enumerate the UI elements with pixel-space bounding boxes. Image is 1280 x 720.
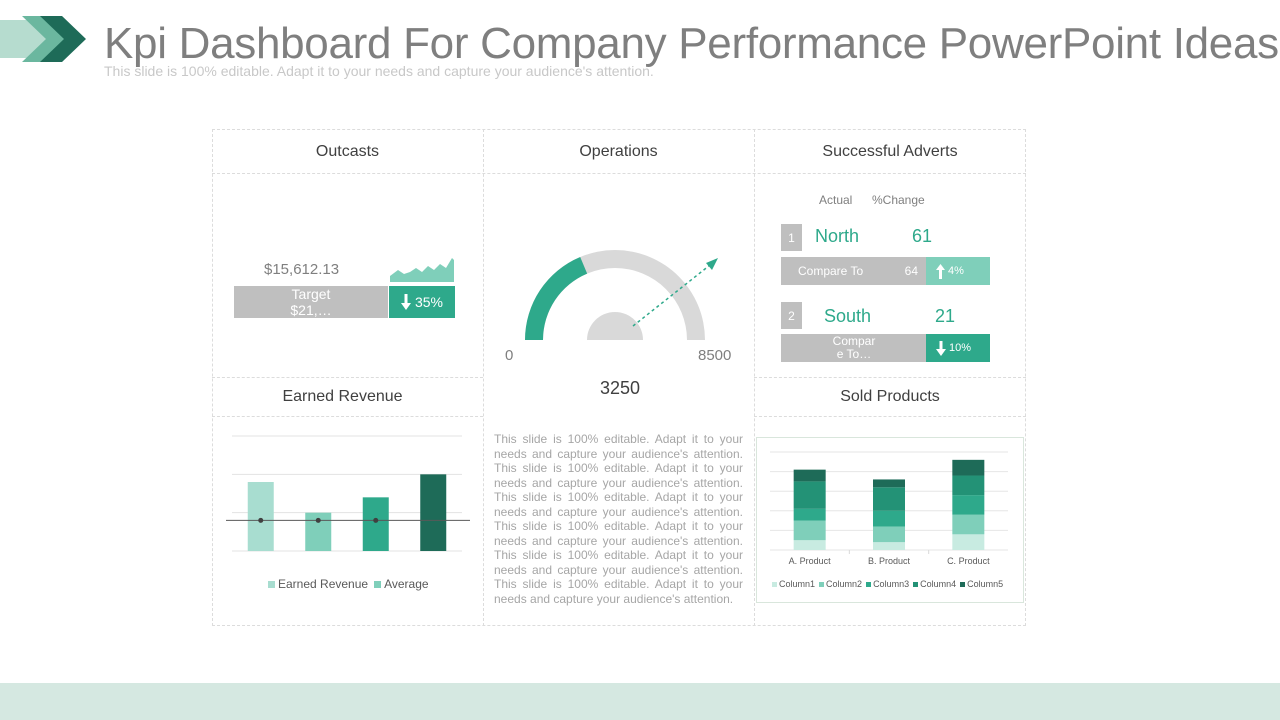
revenue-bar — [247, 482, 274, 551]
adverts-actual: 21 — [935, 306, 956, 326]
footer-band — [0, 683, 1280, 720]
divider — [483, 129, 484, 626]
stacked-bar-segment — [873, 510, 905, 527]
adverts-region: South — [824, 306, 872, 326]
divider — [754, 416, 1026, 417]
sold-products-title: Sold Products — [840, 388, 940, 405]
outcasts-change-badge: 35% — [389, 286, 455, 318]
adverts-change-value: 10% — [949, 342, 972, 354]
stacked-bar-segment — [873, 479, 905, 488]
adverts-change-header: %Change — [872, 193, 925, 207]
operations-title: Operations — [579, 143, 658, 160]
stacked-bar-segment — [793, 481, 826, 509]
outcasts-amount: $15,612.13 — [264, 261, 340, 278]
page-title: Kpi Dashboard For Company Performance Po… — [104, 19, 1279, 68]
adverts-compare-label: Compare To — [798, 264, 864, 278]
average-point — [373, 517, 379, 523]
earned-revenue-chart — [226, 435, 470, 552]
adverts-title: Successful Adverts — [822, 143, 958, 160]
legend-item: Average — [374, 577, 429, 591]
stacked-bar-segment — [793, 508, 826, 521]
stacked-bar-segment — [793, 540, 826, 550]
divider — [212, 416, 483, 417]
stacked-bar-segment — [952, 534, 985, 550]
chevron-logo-icon — [0, 16, 86, 62]
area-sparkline-icon — [390, 258, 454, 282]
adverts-row-number: 2 — [781, 302, 802, 329]
legend-item: Column2 — [819, 579, 862, 589]
category-label: A. Product — [789, 556, 832, 566]
legend-item: Column1 — [772, 579, 815, 589]
adverts-compare-label: Compar e To… — [832, 334, 876, 361]
adverts-compare-value: 64 — [904, 264, 918, 278]
category-label: B. Product — [868, 556, 911, 566]
stacked-bar-segment — [873, 526, 905, 543]
category-label: C. Product — [947, 556, 990, 566]
gauge-max-label: 8500 — [698, 347, 732, 364]
arrow-down-icon — [400, 294, 411, 310]
stacked-bar-segment — [873, 487, 905, 511]
adverts-actual: 61 — [912, 226, 933, 246]
gauge-min-label: 0 — [505, 347, 514, 364]
legend-item: Earned Revenue — [268, 577, 368, 591]
revenue-bar — [362, 497, 389, 551]
adverts-change-value: 4% — [948, 265, 964, 277]
adverts-change-badge: 10% — [926, 334, 990, 362]
stacked-bar-segment — [793, 469, 826, 482]
legend-item: Column3 — [866, 579, 909, 589]
sold-products-box — [756, 437, 1024, 603]
adverts-compare-bar: Compar e To… — [781, 334, 926, 362]
stacked-bar-segment — [952, 475, 985, 496]
revenue-bar — [420, 474, 447, 551]
legend-item: Column4 — [913, 579, 956, 589]
sold-products-legend: Column1 Column2 Column3 Column4 Column5 — [772, 579, 1003, 589]
stacked-bar-segment — [952, 495, 985, 515]
arrow-up-icon — [936, 263, 945, 279]
stacked-bar-segment — [793, 520, 826, 541]
average-point — [315, 517, 321, 523]
gauge-value: 3250 — [599, 378, 641, 398]
divider — [212, 173, 1026, 174]
gauge-fill — [525, 256, 588, 340]
stacked-bar-segment — [952, 459, 985, 476]
adverts-change-badge: 4% — [926, 257, 990, 285]
legend-item: Column5 — [960, 579, 1003, 589]
sold-products-chart: A. Product B. Product C. Product — [770, 451, 1008, 566]
average-point — [258, 517, 264, 523]
stacked-bar-segment — [873, 542, 905, 550]
earned-revenue-title: Earned Revenue — [282, 388, 403, 405]
adverts-compare-bar: Compare To 64 — [781, 257, 926, 285]
outcasts-target-value: $21,… — [290, 302, 332, 318]
divider — [754, 377, 1026, 378]
adverts-actual-header: Actual — [819, 193, 853, 207]
gauge-needle-tip — [706, 258, 718, 270]
outcasts-title: Outcasts — [315, 143, 380, 160]
divider — [212, 377, 483, 378]
gauge-needle — [632, 264, 711, 327]
outcasts-change-value: 35% — [414, 294, 444, 310]
earned-revenue-legend: Earned Revenue Average — [268, 577, 429, 591]
page-subtitle: This slide is 100% editable. Adapt it to… — [104, 63, 654, 79]
adverts-region: North — [815, 226, 860, 246]
outcasts-target-label: Target — [291, 286, 331, 302]
gauge-hub — [587, 312, 643, 340]
operations-description: This slide is 100% editable. Adapt it to… — [494, 432, 743, 606]
operations-gauge — [525, 250, 718, 340]
outcasts-target-bar: Target $21,… — [234, 286, 388, 318]
adverts-row-number: 1 — [781, 224, 802, 251]
stacked-bar-segment — [952, 514, 985, 535]
arrow-down-icon — [936, 340, 946, 356]
